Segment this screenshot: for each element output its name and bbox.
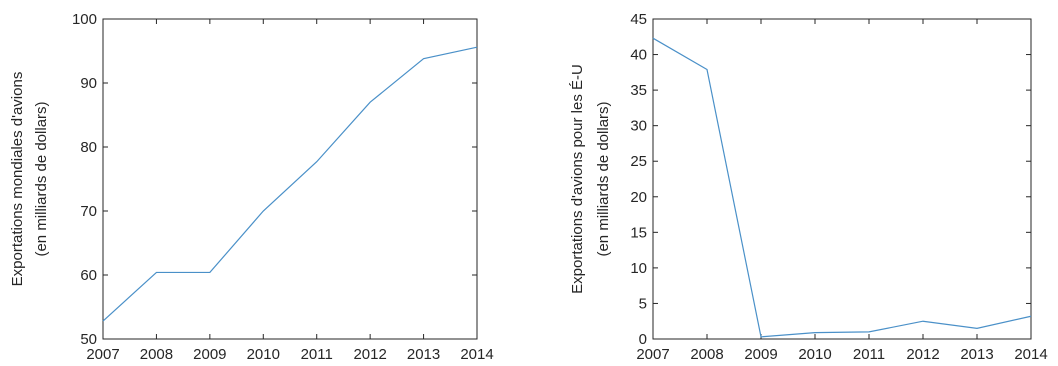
- chart-1-xtick-label: 2013: [407, 346, 440, 363]
- chart-1-ytick-label: 50: [80, 331, 97, 348]
- chart-1-ytick-label: 60: [80, 267, 97, 284]
- chart-1-xtick-label: 2007: [86, 346, 119, 363]
- chart-1-ylabel-line-2: (en milliards de dollars): [33, 101, 50, 256]
- chart-1-xtick-label: 2008: [140, 346, 173, 363]
- chart-2-xtick-label: 2009: [744, 346, 777, 363]
- chart-2-ytick-label: 25: [630, 153, 647, 170]
- chart-1: 50 60 70 80 90 100 2007 2008 2009 2010 2011 2012 201…: [9, 11, 494, 363]
- chart-1-xtick-label: 2012: [353, 346, 386, 363]
- chart-2-xtick-label: 2013: [960, 346, 993, 363]
- chart-2-xtick-label: 2011: [853, 346, 885, 363]
- chart-2-ytick-label: 40: [630, 47, 647, 64]
- chart-2-ytick-label: 0: [639, 331, 647, 348]
- chart-1-ytick-label: 80: [80, 139, 97, 156]
- chart-2-ytick-label: 5: [639, 295, 647, 312]
- chart-2-series-1-line: [652, 37, 1032, 338]
- chart-1-axes-box: [102, 18, 478, 340]
- chart-2-axes-box: [652, 18, 1032, 340]
- chart-2-ytick-label: 20: [630, 189, 647, 206]
- chart-2-ytick-label: 35: [630, 82, 647, 99]
- chart-2: 0 5 10 15 20 25 30 35 40 45 2007 2008 2009 2010 2011 20…: [569, 11, 1048, 363]
- chart-2-ylabel-line-2: (en milliards de dollars): [595, 101, 612, 256]
- chart-2-xtick-label: 2007: [636, 346, 669, 363]
- chart-1-xtick-label: 2014: [460, 346, 493, 363]
- chart-1-xtick-label: 2009: [193, 346, 226, 363]
- chart-1-xtick-label: 2010: [247, 346, 280, 363]
- chart-1-series-1-line: [102, 46, 478, 322]
- chart-1-ylabel-line-1: Exportations mondiales d'avions: [9, 72, 26, 287]
- chart-2-ytick-label: 10: [630, 260, 647, 277]
- chart-2-ylabel-line-1: Exportations d'avions pour les É-U: [569, 64, 586, 294]
- chart-2-xtick-label: 2008: [690, 346, 723, 363]
- chart-2-xtick-label: 2014: [1014, 346, 1047, 363]
- chart-2-xtick-label: 2010: [798, 346, 831, 363]
- chart-2-ytick-label: 45: [630, 11, 647, 28]
- chart-1-ytick-label: 90: [80, 75, 97, 92]
- chart-1-ytick-label: 100: [72, 11, 97, 28]
- chart-2-ytick-label: 30: [630, 118, 647, 135]
- chart-1-xtick-label: 2011: [301, 346, 333, 363]
- chart-1-ytick-label: 70: [80, 203, 97, 220]
- chart-2-xtick-label: 2012: [906, 346, 939, 363]
- chart-2-ytick-label: 15: [630, 224, 647, 241]
